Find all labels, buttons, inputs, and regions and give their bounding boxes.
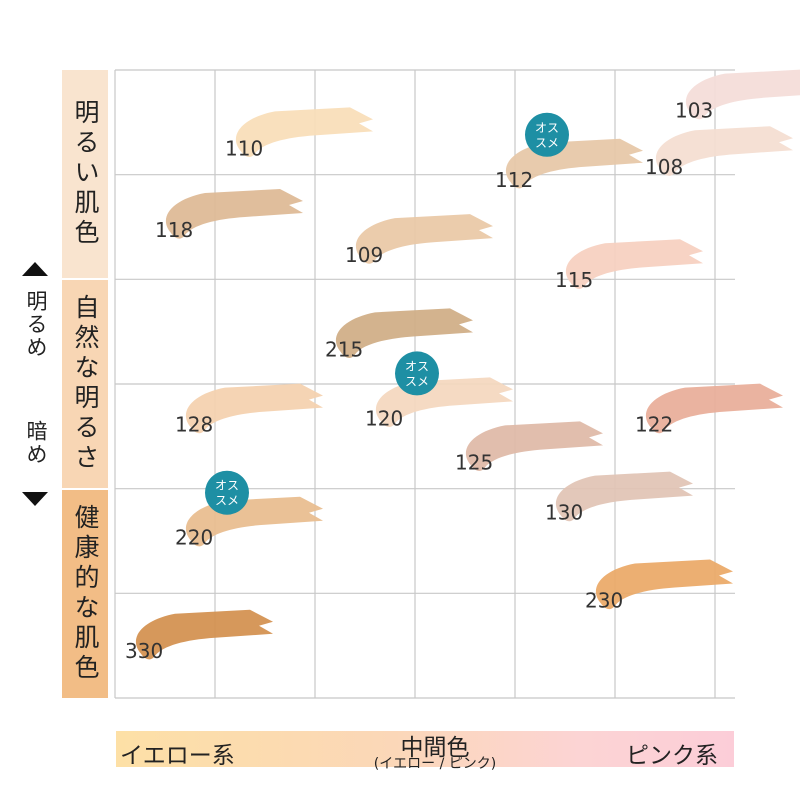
shade-point-118: 118 [155,189,303,242]
shade-point-122: 122 [635,383,783,437]
band-healthy-skin: 健康的な肌色 [62,490,108,698]
shade-label: 115 [555,268,593,292]
shade-point-115: 115 [555,239,703,292]
shade-label: 109 [345,243,383,267]
shade-point-128: 128 [175,383,323,437]
shade-swatch [565,239,703,289]
x-axis-middle-label: 中間色 [400,735,470,761]
shade-label: 118 [155,218,193,242]
svg-text:オス: オス [215,479,239,493]
svg-text:スメ: スメ [215,494,239,508]
shade-point-230: 230 [585,559,733,613]
shade-point-103: 103 [675,69,800,123]
svg-text:スメ: スメ [535,136,559,150]
x-axis-middle-sublabel: (イエロー / ピンク) [373,756,497,772]
y-axis-down-label: 暗め [24,420,48,466]
shade-point-215: 215 [325,308,473,361]
arrow-down-icon [22,492,48,506]
shade-label: 125 [455,450,493,474]
shade-swatch [165,189,303,239]
shade-label: 120 [365,406,403,430]
shade-swatch [335,308,473,358]
shade-points: 103110112オススメ108118109115215120オススメ12212… [125,69,800,663]
shade-point-110: 110 [225,107,373,160]
x-axis-right-label: ピンク系 [626,743,718,769]
band-healthy-skin-label: 健康的な肌色 [71,504,100,684]
band-bright-skin: 明るい肌色 [62,70,108,278]
shade-point-108: 108 [645,126,793,179]
x-axis-left-label: イエロー系 [120,743,235,769]
shade-label: 103 [675,99,713,123]
x-axis-gradient-bar [116,731,734,767]
shade-point-130: 130 [545,471,693,525]
shade-label: 215 [325,337,363,361]
shade-label: 122 [635,413,673,437]
shade-swatch [555,471,693,522]
shade-swatch [235,107,373,157]
shade-swatch [655,126,793,176]
shade-swatch [355,214,493,264]
shade-label: 110 [225,136,263,160]
shade-swatch [135,609,273,660]
shade-label: 128 [175,413,213,437]
shade-label: 112 [495,168,533,192]
svg-text:オス: オス [535,121,559,135]
arrow-up-icon [22,262,48,276]
shade-point-109: 109 [345,214,493,267]
shade-point-330: 330 [125,609,273,663]
shade-swatch [465,421,603,471]
shade-point-125: 125 [455,421,603,474]
shade-label: 220 [175,526,213,550]
shade-label: 130 [545,501,583,525]
shade-label: 330 [125,639,163,663]
band-natural-brightness: 自然な明るさ [62,280,108,488]
shade-label: 230 [585,589,623,613]
shade-swatch [185,383,323,434]
shade-swatch [685,69,800,120]
shade-swatch [595,559,733,610]
shade-swatch [645,383,783,434]
band-bright-skin-label: 明るい肌色 [71,99,100,249]
band-natural-brightness-label: 自然な明るさ [71,294,100,474]
shade-label: 108 [645,155,683,179]
svg-text:オス: オス [405,359,429,373]
y-axis-up-label: 明るめ [24,290,48,359]
svg-text:スメ: スメ [405,374,429,388]
